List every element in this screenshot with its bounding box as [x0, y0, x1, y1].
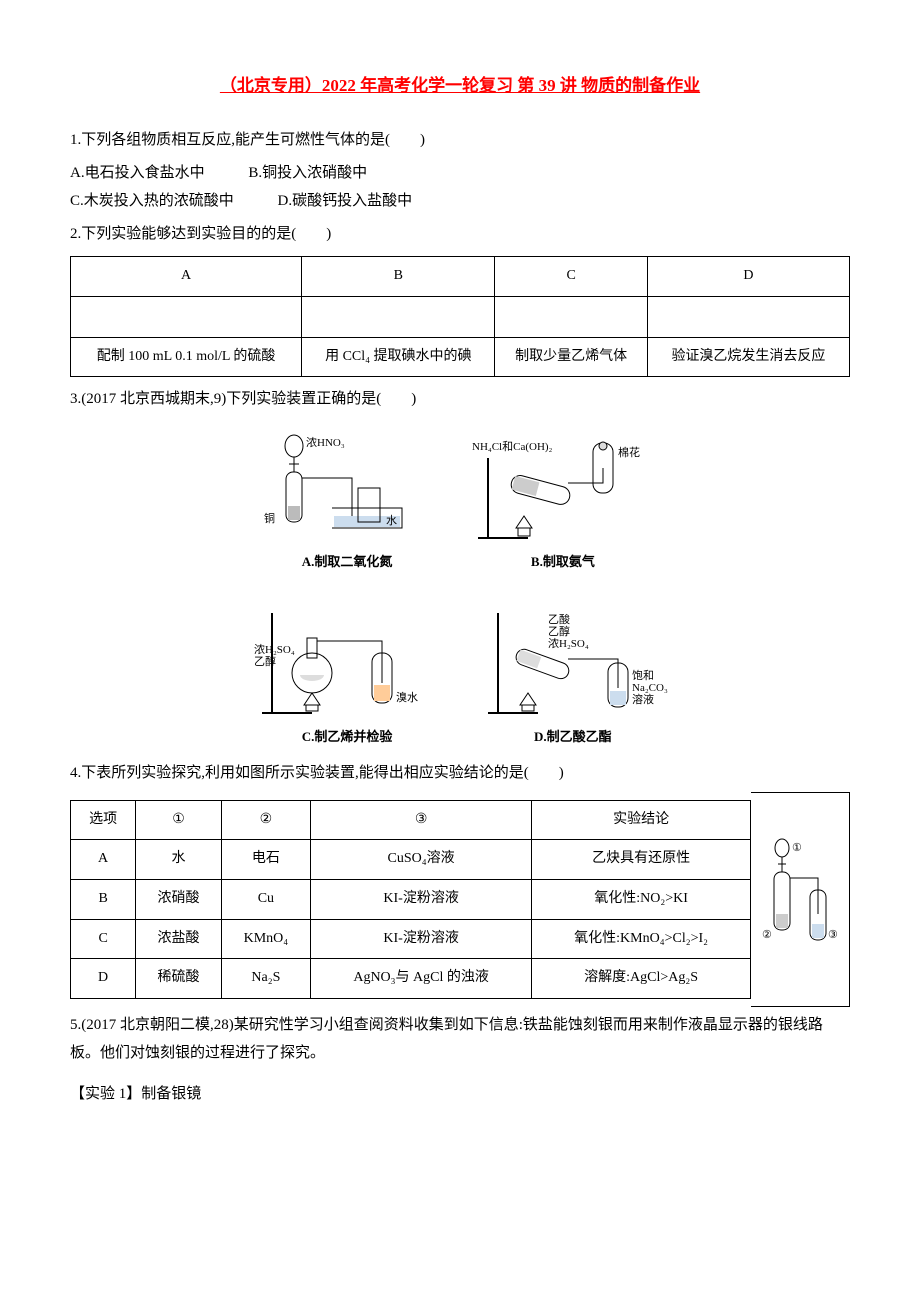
q2-stem: 2.下列实验能够达到实验目的的是( )	[70, 220, 850, 249]
q4-h1: ①	[136, 800, 222, 840]
q3d-reagent-label2: 乙醇	[548, 624, 570, 638]
q4-a1: 水	[136, 840, 222, 880]
q3d-sat-label2: Na₂CO₃	[632, 682, 668, 694]
q4-fig-l3: ③	[828, 929, 838, 941]
q2-h-d: D	[647, 257, 849, 297]
q3a-reagent-label: 浓HNO₃	[306, 436, 345, 449]
q4-table: 选项 ① ② ③ 实验结论 A 水 电石 CuSO₄溶液 乙炔具有还原性 B 浓…	[70, 800, 751, 999]
q3-diagram-c: 浓H₂SO₄ 乙醇 溴水 C.制乙烯并检验	[252, 593, 442, 750]
q4-stem: 4.下表所列实验探究,利用如图所示实验装置,能得出相应实验结论的是( )	[70, 759, 850, 788]
q4-a0: A	[71, 840, 136, 880]
q3-diagram-b: NH₄Cl和Ca(OH)₂ 棉花 B.制取氨气	[468, 428, 658, 575]
q3-stem: 3.(2017 北京西城期末,9)下列实验装置正确的是( )	[70, 385, 850, 414]
q4-a4: 乙炔具有还原性	[532, 840, 751, 880]
q3c-brine-label: 溴水	[396, 690, 418, 704]
q4-fig-l1: ①	[792, 842, 802, 854]
q4-c3: KI-淀粉溶液	[311, 919, 532, 959]
q2-img-b	[302, 296, 495, 337]
q3-svg-a: 浓HNO₃ 铜 水	[262, 428, 432, 548]
q2-desc-d: 验证溴乙烷发生消去反应	[647, 337, 849, 377]
q1-opt-b: B.铜投入浓硝酸中	[248, 159, 367, 188]
q2-img-a	[71, 296, 302, 337]
q1-stem: 1.下列各组物质相互反应,能产生可燃性气体的是( )	[70, 126, 850, 155]
q4-b0: B	[71, 880, 136, 920]
q3d-reagent-label1: 乙酸	[548, 612, 570, 626]
q4-b4: 氧化性:NO₂>KI	[532, 880, 751, 920]
q4-d0: D	[71, 959, 136, 999]
q3d-sat-label1: 饱和	[632, 668, 654, 682]
q1-opt-a: A.电石投入食盐水中	[70, 159, 205, 188]
q4-h0: 选项	[71, 800, 136, 840]
q4-table-wrap: 选项 ① ② ③ 实验结论 A 水 电石 CuSO₄溶液 乙炔具有还原性 B 浓…	[70, 792, 850, 1007]
page-title: （北京专用）2022 年高考化学一轮复习 第 39 讲 物质的制备作业	[70, 70, 850, 102]
q2-desc-a: 配制 100 mL 0.1 mol/L 的硫酸	[71, 337, 302, 377]
q4-a3: CuSO₄溶液	[311, 840, 532, 880]
q4-h4: 实验结论	[532, 800, 751, 840]
q5-exp1: 【实验 1】制备银镜	[70, 1080, 850, 1109]
q4-fig-l2: ②	[762, 929, 772, 941]
q3a-water-label: 水	[386, 514, 397, 527]
q2-img-d	[647, 296, 849, 337]
q3d-caption: D.制乙酸乙酯	[478, 725, 668, 750]
q3-diagram-d: 乙酸 乙醇 浓H₂SO₄ 饱和 Na₂CO₃ 溶液 D.制乙酸乙酯	[478, 593, 668, 750]
q2-h-a: A	[71, 257, 302, 297]
q2-img-c	[495, 296, 647, 337]
q3-svg-c: 浓H₂SO₄ 乙醇 溴水	[252, 593, 442, 723]
q4-h2: ②	[221, 800, 310, 840]
q2-desc-b: 用 CCl₄ 提取碘水中的碘	[302, 337, 495, 377]
q4-c0: C	[71, 919, 136, 959]
q3d-sat-label3: 溶液	[632, 692, 654, 706]
q3-diagrams-row1: 浓HNO₃ 铜 水 A.制取二氧化氮	[70, 424, 850, 579]
q1-options-row2: C.木炭投入热的浓硫酸中 D.碳酸钙投入盐酸中	[70, 187, 850, 216]
q3-svg-d: 乙酸 乙醇 浓H₂SO₄ 饱和 Na₂CO₃ 溶液	[478, 593, 668, 723]
q3b-cotton-label: 棉花	[618, 445, 640, 459]
q2-table: A B C D 配制 100 mL 0.1 mol/L 的硫酸 用 CCl₄ 提…	[70, 256, 850, 377]
q2-h-c: C	[495, 257, 647, 297]
q3c-reagent-label: 浓H₂SO₄	[254, 643, 295, 656]
q4-b2: Cu	[221, 880, 310, 920]
q4-a2: 电石	[221, 840, 310, 880]
q4-c1: 浓盐酸	[136, 919, 222, 959]
q3-diagrams-row2: 浓H₂SO₄ 乙醇 溴水 C.制乙烯并检验 乙酸 乙醇 浓H₂SO₄	[70, 589, 850, 754]
q4-h3: ③	[311, 800, 532, 840]
q3a-caption: A.制取二氧化氮	[262, 550, 432, 575]
q1-opt-c: C.木炭投入热的浓硫酸中	[70, 187, 234, 216]
q4-figure-cell: ① ② ③	[751, 792, 850, 1007]
q3c-reagent-label2: 乙醇	[254, 654, 276, 668]
q3a-metal-label: 铜	[264, 511, 275, 525]
q3c-caption: C.制乙烯并检验	[252, 725, 442, 750]
q4-c2: KMnO₄	[221, 919, 310, 959]
q4-b1: 浓硝酸	[136, 880, 222, 920]
q2-desc-c: 制取少量乙烯气体	[495, 337, 647, 377]
q2-h-b: B	[302, 257, 495, 297]
q3-svg-b: NH₄Cl和Ca(OH)₂ 棉花	[468, 428, 658, 548]
q1-opt-d: D.碳酸钙投入盐酸中	[278, 187, 413, 216]
q4-d3: AgNO₃与 AgCl 的浊液	[311, 959, 532, 999]
q3b-reagent-label: NH₄Cl和Ca(OH)₂	[472, 440, 553, 453]
q3-diagram-a: 浓HNO₃ 铜 水 A.制取二氧化氮	[262, 428, 432, 575]
q5-stem: 5.(2017 北京朝阳二模,28)某研究性学习小组查阅资料收集到如下信息:铁盐…	[70, 1011, 850, 1068]
q4-d1: 稀硫酸	[136, 959, 222, 999]
q3b-caption: B.制取氨气	[468, 550, 658, 575]
q3d-reagent-label3: 浓H₂SO₄	[548, 637, 589, 650]
q4-b3: KI-淀粉溶液	[311, 880, 532, 920]
q1-options-row1: A.电石投入食盐水中 B.铜投入浓硝酸中	[70, 159, 850, 188]
q4-c4: 氧化性:KMnO₄>Cl₂>I₂	[532, 919, 751, 959]
q4-d2: Na₂S	[221, 959, 310, 999]
q4-d4: 溶解度:AgCl>Ag₂S	[532, 959, 751, 999]
q4-apparatus-svg: ① ② ③	[760, 834, 840, 964]
